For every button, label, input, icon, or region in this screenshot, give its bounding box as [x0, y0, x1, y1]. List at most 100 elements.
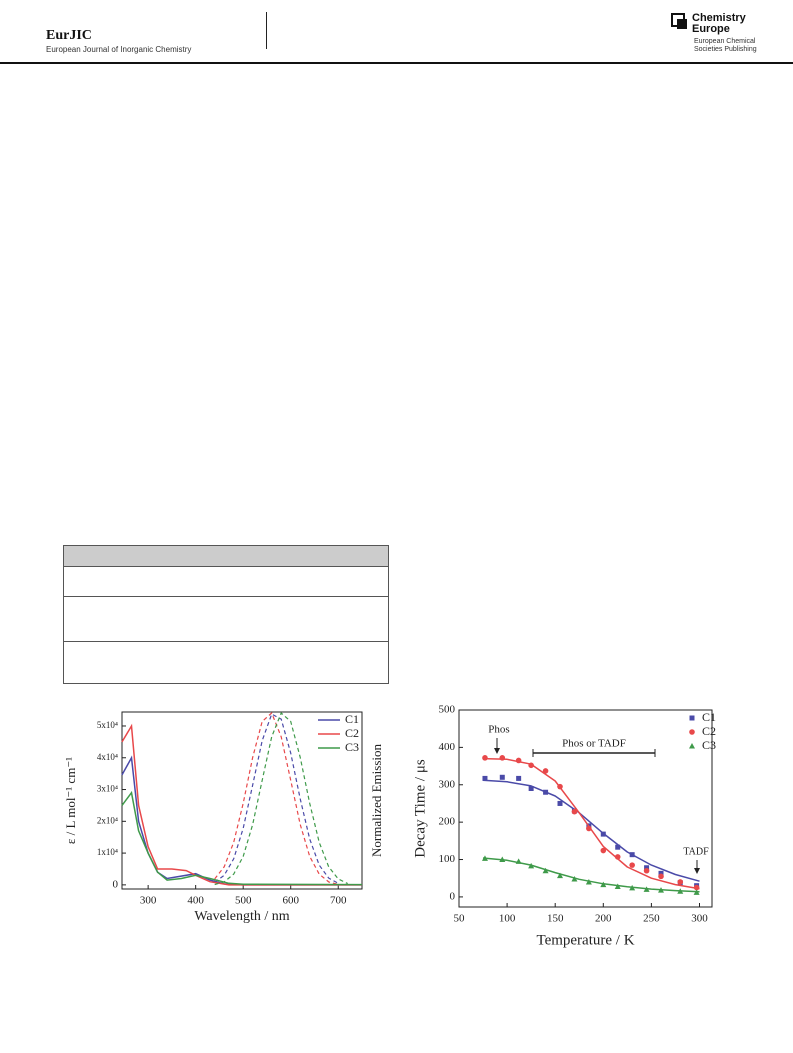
data-point — [515, 858, 522, 864]
x-tick-label: 300 — [691, 913, 708, 925]
plot-frame — [121, 711, 363, 890]
legend-marker — [689, 715, 695, 721]
data-point — [528, 762, 534, 769]
data-point — [482, 775, 488, 781]
legend-label: C3 — [702, 738, 716, 752]
data-point — [557, 872, 564, 879]
annotation: Phos — [488, 724, 509, 736]
data-point — [482, 755, 488, 761]
y-axis-label: ε / L mol⁻¹ cm⁻¹ — [63, 757, 78, 844]
absorption-line — [121, 755, 362, 886]
data-point — [615, 844, 621, 850]
legend-marker — [689, 743, 695, 749]
data-point — [585, 878, 592, 885]
emission-line — [214, 711, 348, 886]
emission-line — [214, 713, 339, 884]
data-point — [528, 862, 535, 869]
data-point — [629, 862, 635, 868]
data-point — [542, 867, 549, 874]
journal: EurJIC — [46, 28, 92, 43]
legend-label: C3 — [345, 740, 359, 754]
plot-frame — [458, 709, 713, 908]
table — [63, 545, 389, 684]
y-axis-label: Decay Time / μs — [412, 759, 428, 858]
data-point — [515, 757, 522, 764]
x-tick-label: 500 — [235, 895, 252, 907]
y2-axis-label: Normalized Emission — [369, 744, 384, 858]
row-rule — [64, 641, 388, 642]
data-point — [643, 867, 650, 874]
y-tick-label: 500 — [439, 704, 456, 716]
y-tick-label: 100 — [439, 853, 456, 865]
data-point — [499, 856, 506, 863]
x-tick-label: 600 — [282, 895, 299, 907]
data-point — [586, 825, 592, 832]
data-point — [571, 875, 578, 882]
legend-label: C2 — [345, 726, 359, 740]
y-tick-label: 300 — [439, 778, 456, 790]
row-rule — [64, 596, 388, 597]
absorption-line — [121, 723, 362, 886]
data-point — [499, 755, 506, 761]
y-tick-label: 400 — [439, 741, 456, 753]
y-tick-label: 5x10⁴ — [97, 720, 118, 730]
legend-marker — [689, 729, 695, 735]
data-point — [614, 883, 621, 889]
data-point — [600, 831, 606, 837]
data-point — [644, 865, 650, 871]
x-tick-label: 50 — [454, 913, 466, 925]
data-point — [542, 768, 549, 774]
journal-full: European Journal of Inorganic Chemistry — [46, 45, 192, 54]
legend-label: C2 — [702, 724, 716, 738]
y-tick-label: 0 — [450, 890, 456, 902]
data-point — [693, 884, 700, 891]
data-point — [658, 870, 664, 876]
data-point — [677, 879, 684, 885]
y-tick-label: 0 — [113, 878, 119, 890]
data-point — [571, 808, 578, 815]
publisher-sub: Societies Publishing — [694, 46, 757, 53]
logo-square — [677, 19, 687, 29]
publisher-sub: European Chemical — [694, 38, 756, 45]
x-axis-label: Temperature / K — [536, 932, 634, 948]
y-tick-label: 200 — [439, 816, 456, 828]
x-tick-label: 700 — [330, 895, 347, 907]
y-tick-label: 2x10⁴ — [97, 815, 118, 825]
data-point — [658, 873, 664, 880]
y-tick-label: 3x10⁴ — [97, 784, 118, 794]
x-tick-label: 300 — [140, 895, 157, 907]
data-point — [481, 855, 488, 861]
arrowhead — [694, 868, 700, 874]
publisher: Chemistry — [692, 12, 746, 24]
data-point — [557, 783, 563, 790]
x-axis-label: Wavelength / nm — [194, 909, 289, 924]
legend-label: C1 — [702, 710, 716, 724]
data-point — [516, 775, 522, 781]
x-tick-label: 100 — [499, 913, 516, 925]
data-point — [528, 786, 534, 792]
data-point — [543, 789, 549, 795]
x-tick-label: 400 — [187, 895, 204, 907]
data-point — [643, 886, 650, 892]
legend-label: C1 — [345, 712, 359, 726]
data-point — [629, 852, 635, 858]
data-point — [557, 800, 563, 806]
x-tick-label: 200 — [595, 913, 612, 925]
annotation: TADF — [683, 846, 709, 857]
data-point — [614, 854, 621, 860]
table-header — [64, 546, 388, 567]
fit-line — [482, 857, 700, 893]
data-point — [693, 889, 700, 895]
data-point — [629, 884, 636, 891]
arrowhead — [494, 748, 500, 754]
header-rule — [0, 62, 793, 64]
x-tick-label: 150 — [547, 913, 564, 925]
annotation: Phos or TADF — [562, 738, 626, 750]
fit-line — [482, 779, 700, 882]
absorption-line — [121, 790, 363, 886]
y-tick-label: 4x10⁴ — [97, 752, 118, 762]
x-tick-label: 250 — [643, 913, 660, 925]
y-tick-label: 1x10⁴ — [97, 847, 118, 857]
